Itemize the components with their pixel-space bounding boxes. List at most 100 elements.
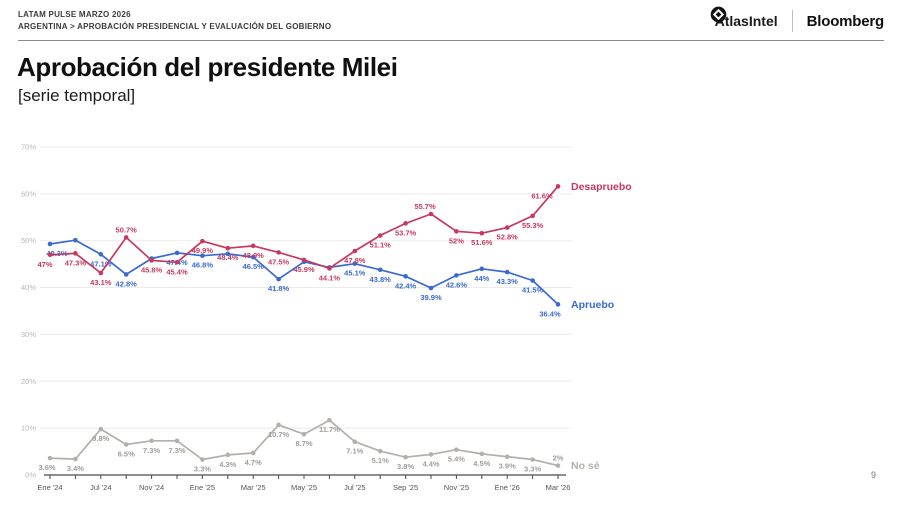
page-subtitle: [serie temporal] bbox=[18, 86, 136, 105]
legend-no-sé: No sé bbox=[571, 460, 600, 472]
data-label: 8.7% bbox=[295, 439, 312, 448]
data-label: 39.9% bbox=[420, 293, 442, 302]
data-label: 4.3% bbox=[219, 460, 236, 469]
data-point bbox=[377, 233, 383, 238]
data-point bbox=[174, 259, 180, 265]
x-axis-tick-label: Mar '26 bbox=[546, 483, 571, 492]
data-label: 55.7% bbox=[414, 202, 436, 211]
data-point bbox=[47, 241, 53, 247]
data-point bbox=[225, 245, 231, 251]
report-meta-line1: LATAM PULSE MARZO 2026 bbox=[18, 10, 131, 19]
atlasintel-wordmark: AtlasIntel bbox=[714, 13, 778, 29]
data-label: 4.7% bbox=[245, 458, 262, 467]
data-point bbox=[352, 261, 358, 266]
data-point bbox=[555, 184, 561, 189]
data-point bbox=[504, 225, 510, 230]
y-axis-tick-label: 20% bbox=[21, 377, 36, 386]
data-label: 47.1% bbox=[90, 259, 112, 268]
data-point bbox=[174, 438, 180, 444]
data-point bbox=[149, 258, 154, 263]
breadcrumb: ARGENTINA > APROBACIÓN PRESIDENCIAL Y EV… bbox=[18, 22, 332, 31]
data-label: 45.8% bbox=[141, 265, 163, 274]
data-label: 3.3% bbox=[524, 465, 541, 474]
x-axis-tick-label: May '25 bbox=[291, 483, 317, 492]
x-axis-tick-label: Sep '25 bbox=[393, 483, 418, 492]
data-label: 47.8% bbox=[344, 256, 366, 265]
y-axis-tick-label: 60% bbox=[21, 189, 36, 198]
data-label: 5.1% bbox=[372, 456, 389, 465]
data-point bbox=[428, 452, 434, 457]
data-label: 9.8% bbox=[92, 434, 109, 443]
data-point bbox=[47, 455, 53, 461]
report-meta: LATAM PULSE MARZO 2026 ARGENTINA > APROB… bbox=[18, 9, 331, 33]
data-label: 53.7% bbox=[395, 228, 417, 237]
x-axis-tick-label: Ene '25 bbox=[190, 483, 215, 492]
bloomberg-wordmark: Bloomberg bbox=[806, 12, 885, 30]
data-point bbox=[276, 422, 281, 428]
atlasintel-logo: AtlasIntel bbox=[710, 6, 778, 29]
data-label: 46.5% bbox=[243, 262, 265, 271]
data-label: 49.9% bbox=[192, 246, 214, 255]
data-point bbox=[73, 237, 78, 243]
data-label: 41.5% bbox=[522, 286, 544, 295]
brand-logos: AtlasIntel Bloomberg bbox=[710, 6, 884, 36]
data-point bbox=[555, 463, 561, 468]
data-label: 7.1% bbox=[346, 447, 363, 456]
data-label: 10.7% bbox=[268, 430, 290, 439]
legend-desapruebo: Desapruebo bbox=[571, 181, 632, 193]
data-point bbox=[250, 450, 256, 456]
x-axis-tick-label: Ene '26 bbox=[495, 483, 520, 492]
data-point bbox=[454, 229, 459, 234]
data-point bbox=[479, 451, 485, 457]
data-label: 6.5% bbox=[118, 450, 135, 459]
data-point bbox=[276, 250, 281, 255]
data-point bbox=[504, 454, 510, 460]
y-axis-tick-label: 70% bbox=[21, 142, 36, 151]
data-point bbox=[301, 257, 307, 263]
data-point bbox=[276, 276, 281, 282]
data-label: 51.6% bbox=[471, 238, 493, 247]
data-label: 41.8% bbox=[268, 284, 290, 293]
data-point bbox=[454, 447, 459, 452]
data-point bbox=[225, 251, 231, 257]
data-point bbox=[504, 269, 510, 275]
x-axis-tick-label: Nov '24 bbox=[139, 483, 164, 492]
data-label: 3.6% bbox=[38, 463, 55, 472]
data-point bbox=[352, 439, 358, 445]
data-label: 7.3% bbox=[168, 446, 185, 455]
x-axis-tick-label: Jul '24 bbox=[90, 483, 111, 492]
data-label: 11.7% bbox=[319, 425, 340, 434]
data-label: 46.8% bbox=[192, 261, 214, 270]
data-label: 42.8% bbox=[116, 279, 138, 288]
data-label: 61.6% bbox=[531, 191, 553, 200]
y-axis-tick-label: 40% bbox=[21, 283, 36, 292]
data-label: 47% bbox=[37, 260, 52, 269]
data-label: 49.3% bbox=[46, 249, 68, 258]
data-label: 44% bbox=[474, 274, 489, 283]
data-label: 3.9% bbox=[499, 462, 516, 471]
data-point bbox=[123, 272, 129, 277]
data-label: 47.5% bbox=[268, 257, 290, 266]
data-label: 3.4% bbox=[67, 464, 84, 473]
data-label: 48.9% bbox=[243, 251, 265, 260]
data-point bbox=[479, 230, 485, 236]
data-label: 4.5% bbox=[473, 459, 490, 468]
data-point bbox=[47, 252, 53, 258]
data-label: 52.8% bbox=[497, 233, 519, 242]
x-axis-tick-label: Mar '25 bbox=[241, 483, 266, 492]
data-label: 3.8% bbox=[397, 462, 414, 471]
data-point bbox=[250, 243, 256, 249]
data-label: 52% bbox=[449, 236, 464, 245]
data-point bbox=[200, 457, 205, 462]
data-point bbox=[174, 250, 180, 256]
header-divider bbox=[18, 40, 884, 41]
data-point bbox=[377, 448, 383, 454]
data-label: 36.4% bbox=[539, 309, 561, 318]
data-label: 3.3% bbox=[194, 465, 211, 474]
data-point bbox=[479, 266, 485, 272]
data-label: 44.1% bbox=[319, 273, 341, 282]
data-label: 7.3% bbox=[143, 446, 160, 455]
brand-divider bbox=[791, 10, 793, 32]
data-point bbox=[403, 274, 408, 279]
